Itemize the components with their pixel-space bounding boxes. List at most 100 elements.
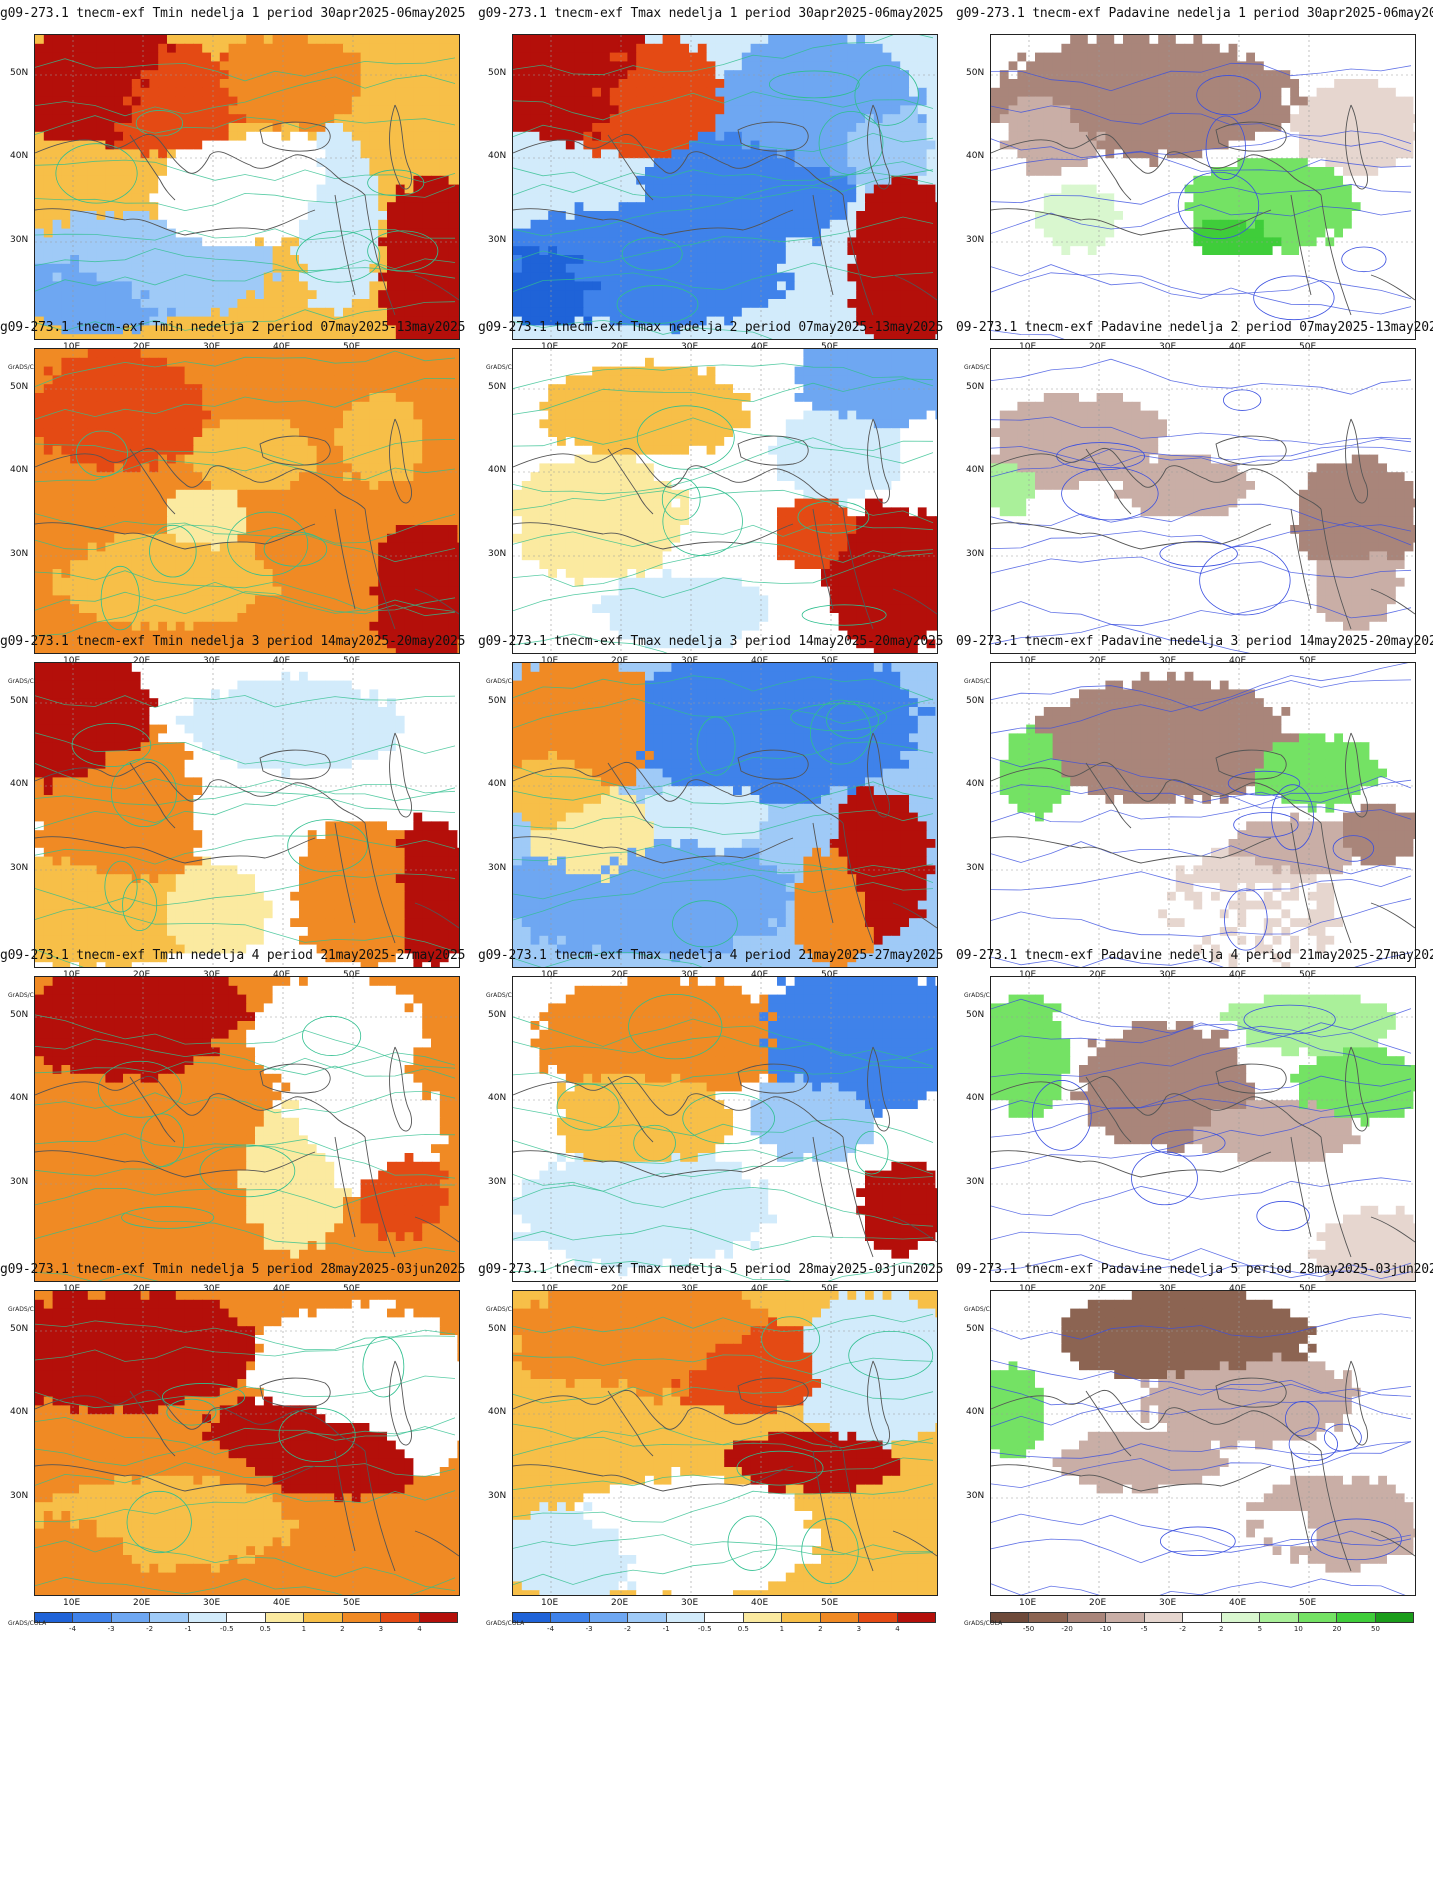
color-scale-cell bbox=[1221, 1613, 1261, 1622]
panel-title: g09-273.1 tnecm-exf Tmax nedelja 2 perio… bbox=[478, 320, 955, 336]
lat-label: 40N bbox=[10, 779, 28, 789]
map-panel-tmax-week-2: g09-273.1 tnecm-exf Tmax nedelja 2 perio… bbox=[478, 320, 955, 699]
map-area bbox=[34, 662, 460, 968]
coastlines bbox=[35, 1360, 459, 1572]
color-scale-label: -2 bbox=[624, 1625, 631, 1633]
lat-label: 40N bbox=[488, 151, 506, 161]
shaded-field bbox=[513, 35, 937, 339]
lon-label: 30E bbox=[1159, 1598, 1176, 1608]
lon-label: 20E bbox=[133, 1598, 150, 1608]
lon-label: 20E bbox=[1089, 970, 1106, 980]
color-scale-cell bbox=[991, 1613, 1030, 1622]
lat-label: 30N bbox=[966, 1491, 984, 1501]
lon-label: 50E bbox=[821, 1284, 838, 1294]
lat-label: 30N bbox=[966, 235, 984, 245]
panel-title: 09-273.1 tnecm-exf Padavine nedelja 5 pe… bbox=[956, 1262, 1433, 1278]
lat-label: 50N bbox=[10, 1010, 28, 1020]
color-scale-cell bbox=[35, 1613, 74, 1622]
color-scale-cell bbox=[73, 1613, 112, 1622]
lon-label: 10E bbox=[63, 342, 80, 352]
map-svg bbox=[513, 977, 937, 1281]
color-scale-label: 2 bbox=[818, 1625, 822, 1633]
color-scale-label: -50 bbox=[1023, 1625, 1034, 1633]
shaded-field bbox=[991, 977, 1415, 1281]
lon-label: 30E bbox=[203, 342, 220, 352]
map-panel-pad-week-4: 09-273.1 tnecm-exf Padavine nedelja 4 pe… bbox=[956, 948, 1433, 1327]
map-panel-tmin-week-3: g09-273.1 tnecm-exf Tmin nedelja 3 perio… bbox=[0, 634, 477, 1013]
lat-label: 40N bbox=[10, 1093, 28, 1103]
map-svg bbox=[991, 977, 1415, 1281]
lat-label: 50N bbox=[966, 68, 984, 78]
color-scale-cell bbox=[1260, 1613, 1299, 1622]
lon-label: 30E bbox=[203, 1284, 220, 1294]
lon-label: 40E bbox=[1229, 1598, 1246, 1608]
shaded-field bbox=[513, 1291, 937, 1595]
coastlines bbox=[35, 104, 459, 316]
lat-label: 30N bbox=[488, 1491, 506, 1501]
panel-title: g09-273.1 tnecm-exf Tmin nedelja 1 perio… bbox=[0, 6, 477, 22]
color-scale-label: 2 bbox=[1219, 1625, 1223, 1633]
lon-label: 40E bbox=[273, 1598, 290, 1608]
color-scale-label: -10 bbox=[1100, 1625, 1111, 1633]
grads-credit: GrADS/COLA bbox=[964, 364, 1002, 371]
color-scale-cell bbox=[628, 1613, 667, 1622]
color-scale-cell bbox=[1067, 1613, 1107, 1622]
lon-label: 10E bbox=[541, 970, 558, 980]
color-scale-cell bbox=[1375, 1613, 1413, 1622]
shaded-field bbox=[991, 1291, 1415, 1595]
panel-title: 09-273.1 tnecm-exf Padavine nedelja 3 pe… bbox=[956, 634, 1433, 650]
color-scale-label: -1 bbox=[663, 1625, 670, 1633]
color-scale-cell bbox=[897, 1613, 935, 1622]
contour-lines bbox=[513, 675, 934, 967]
map-svg bbox=[513, 35, 937, 339]
lat-label: 40N bbox=[966, 151, 984, 161]
panel-title: g09-273.1 tnecm-exf Tmin nedelja 5 perio… bbox=[0, 1262, 477, 1278]
map-svg bbox=[513, 663, 937, 967]
lon-label: 30E bbox=[681, 1284, 698, 1294]
color-scale-label: 4 bbox=[417, 1625, 421, 1633]
lat-label: 40N bbox=[966, 1093, 984, 1103]
color-scale-cell bbox=[1298, 1613, 1338, 1622]
map-svg bbox=[35, 349, 459, 653]
contour-lines bbox=[991, 358, 1412, 653]
lat-label: 30N bbox=[488, 1177, 506, 1187]
color-scale-label: -4 bbox=[547, 1625, 554, 1633]
grads-credit: GrADS/COLA bbox=[964, 1306, 1002, 1313]
map-area bbox=[990, 1290, 1416, 1596]
lon-label: 30E bbox=[203, 656, 220, 666]
lat-label: 30N bbox=[10, 1491, 28, 1501]
lat-label: 30N bbox=[966, 1177, 984, 1187]
lon-label: 20E bbox=[133, 1284, 150, 1294]
grads-credit: GrADS/COLA bbox=[486, 1620, 524, 1627]
color-scale-cell bbox=[589, 1613, 629, 1622]
map-panel-tmax-week-5: g09-273.1 tnecm-exf Tmax nedelja 5 perio… bbox=[478, 1262, 955, 1641]
lon-label: 50E bbox=[821, 342, 838, 352]
coastlines bbox=[513, 1360, 937, 1572]
map-svg bbox=[991, 349, 1415, 653]
panel-title: g09-273.1 tnecm-exf Tmax nedelja 5 perio… bbox=[478, 1262, 955, 1278]
color-scale-label: 2 bbox=[340, 1625, 344, 1633]
lat-label: 40N bbox=[10, 151, 28, 161]
contour-lines bbox=[513, 35, 934, 339]
coastlines bbox=[513, 732, 937, 944]
lat-label: 40N bbox=[488, 779, 506, 789]
lon-label: 50E bbox=[821, 970, 838, 980]
lon-label: 30E bbox=[203, 1598, 220, 1608]
lon-label: 10E bbox=[63, 1284, 80, 1294]
map-area bbox=[34, 348, 460, 654]
shaded-field bbox=[991, 349, 1415, 653]
grads-credit: GrADS/COLA bbox=[964, 992, 1002, 999]
lon-label: 20E bbox=[611, 656, 628, 666]
lon-label: 30E bbox=[1159, 656, 1176, 666]
map-area bbox=[990, 348, 1416, 654]
color-scale-label: 4 bbox=[895, 1625, 899, 1633]
lat-label: 50N bbox=[488, 1324, 506, 1334]
color-scale-cell bbox=[782, 1613, 821, 1622]
graticule bbox=[35, 1291, 459, 1595]
map-svg bbox=[35, 35, 459, 339]
lon-label: 10E bbox=[541, 342, 558, 352]
map-area bbox=[512, 662, 938, 968]
map-panel-tmax-week-3: g09-273.1 tnecm-exf Tmax nedelja 3 perio… bbox=[478, 634, 955, 1013]
grads-credit: GrADS/COLA bbox=[8, 992, 46, 999]
grads-credit: GrADS/COLA bbox=[8, 678, 46, 685]
